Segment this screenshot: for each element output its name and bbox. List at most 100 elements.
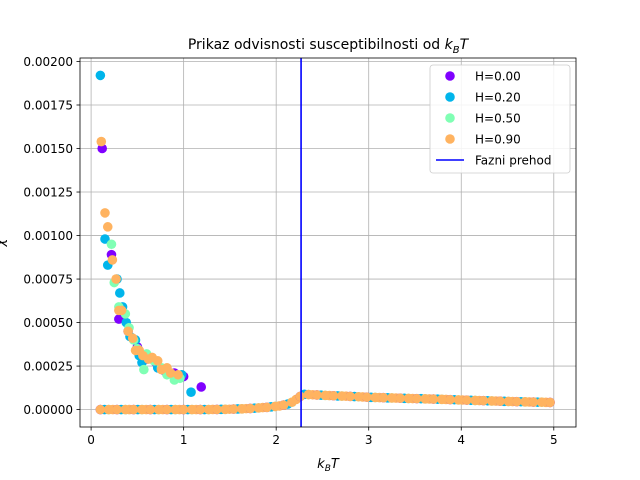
y-tick-label: 0.00075 xyxy=(23,273,73,287)
x-tick-label: 3 xyxy=(365,433,373,447)
y-tick-label: 0.00025 xyxy=(23,360,73,374)
baseline-point xyxy=(145,404,156,415)
legend-marker xyxy=(445,134,455,144)
y-tick-label: 0.00050 xyxy=(23,316,73,330)
baseline-point xyxy=(303,389,314,400)
baseline-point xyxy=(162,404,172,415)
baseline-point xyxy=(237,403,247,414)
data-point xyxy=(165,368,176,378)
data-point xyxy=(100,208,110,218)
data-point xyxy=(123,326,133,337)
baseline-point xyxy=(312,390,322,400)
baseline-point xyxy=(470,395,480,406)
x-axis-label-k: k xyxy=(317,457,325,472)
x-axis-label-t: T xyxy=(331,457,340,472)
x-tick-label: 4 xyxy=(457,433,465,447)
baseline-point xyxy=(212,404,222,415)
y-tick-label: 0.00125 xyxy=(23,186,73,200)
baseline-point xyxy=(353,391,364,402)
data-point xyxy=(139,364,149,375)
baseline-point xyxy=(120,404,131,415)
baseline-point xyxy=(345,391,356,402)
baseline-point xyxy=(270,401,281,412)
chart-title: Prikaz odvisnosti susceptibilnosti od kB… xyxy=(188,37,470,56)
baseline-point xyxy=(520,397,530,407)
x-axis-label: kBT xyxy=(317,457,340,474)
baseline-point xyxy=(328,390,339,401)
baseline-point xyxy=(187,404,197,415)
x-tick-label: 0 xyxy=(87,433,95,447)
baseline-point xyxy=(428,394,439,404)
legend-label: H=0.90 xyxy=(475,133,521,147)
legend-box xyxy=(429,64,571,174)
y-tick-label: 0.00175 xyxy=(23,98,73,112)
data-point xyxy=(173,369,183,380)
legend-label: H=0.50 xyxy=(475,112,521,126)
baseline-point xyxy=(95,404,106,415)
baseline-point xyxy=(528,397,539,407)
baseline-point xyxy=(511,396,522,407)
baseline-point xyxy=(295,391,306,402)
baseline-point xyxy=(112,404,122,415)
baseline-point xyxy=(203,404,214,415)
baseline-point xyxy=(378,392,389,403)
legend: H=0.00 H=0.20 H=0.50 H=0.90 Fazni prehod xyxy=(429,64,571,174)
baseline-point xyxy=(195,404,206,415)
baseline-point xyxy=(128,404,139,415)
baseline-point xyxy=(362,392,372,402)
baseline-point xyxy=(262,402,272,413)
baseline-point xyxy=(287,397,297,408)
baseline-point xyxy=(445,394,455,405)
x-axis-label-sub: B xyxy=(325,464,331,474)
baseline-point xyxy=(536,397,547,408)
baseline-point xyxy=(387,393,397,403)
baseline-point xyxy=(478,395,489,406)
chart-title-math-k: k xyxy=(445,37,454,53)
y-axis-label: χ xyxy=(0,237,8,247)
baseline-point xyxy=(228,404,239,414)
baseline-point xyxy=(453,395,464,405)
legend-marker xyxy=(445,113,455,123)
y-tick-label: 0.00200 xyxy=(23,55,73,69)
baseline-point xyxy=(170,404,181,415)
data-point xyxy=(114,314,124,324)
data-point xyxy=(102,222,113,232)
data-point xyxy=(152,356,163,366)
data-point xyxy=(100,234,110,244)
legend-label: H=0.20 xyxy=(475,91,521,105)
y-tick-label: 0.00100 xyxy=(23,229,73,243)
baseline-point xyxy=(245,403,256,414)
baseline-point xyxy=(437,394,447,405)
baseline-point xyxy=(337,391,347,401)
baseline-point xyxy=(370,392,380,403)
baseline-point xyxy=(278,400,289,410)
y-tick-label: 0.00150 xyxy=(23,142,73,156)
legend-marker xyxy=(445,71,455,81)
baseline-point xyxy=(103,404,114,415)
data-point xyxy=(107,255,118,265)
baseline-point xyxy=(178,404,189,415)
baseline-point xyxy=(545,397,555,408)
x-tick-label: 5 xyxy=(550,433,558,447)
chart-title-math-t: T xyxy=(460,37,470,53)
baseline-point xyxy=(153,404,164,415)
data-point xyxy=(95,70,106,81)
baseline-point xyxy=(420,394,430,404)
chart-title-math-sub: B xyxy=(453,45,460,56)
data-point xyxy=(96,136,107,147)
axes-frame xyxy=(79,57,577,428)
baseline-point xyxy=(486,396,497,406)
baseline-point xyxy=(495,396,505,406)
axis-ticks: 0 1 2 3 4 5 0.00000 0.00025 0.00050 0.00075 0.0010… xyxy=(23,55,557,447)
x-tick-label: 2 xyxy=(272,433,280,447)
data-point xyxy=(186,387,196,397)
baseline-point xyxy=(462,395,472,405)
data-point xyxy=(106,239,117,250)
legend-label: H=0.00 xyxy=(475,70,521,84)
y-tick-label: 0.00000 xyxy=(23,403,73,417)
x-tick-label: 1 xyxy=(180,433,188,447)
plot-area xyxy=(95,58,555,427)
baseline-point xyxy=(395,393,405,403)
baseline-point xyxy=(412,393,422,404)
